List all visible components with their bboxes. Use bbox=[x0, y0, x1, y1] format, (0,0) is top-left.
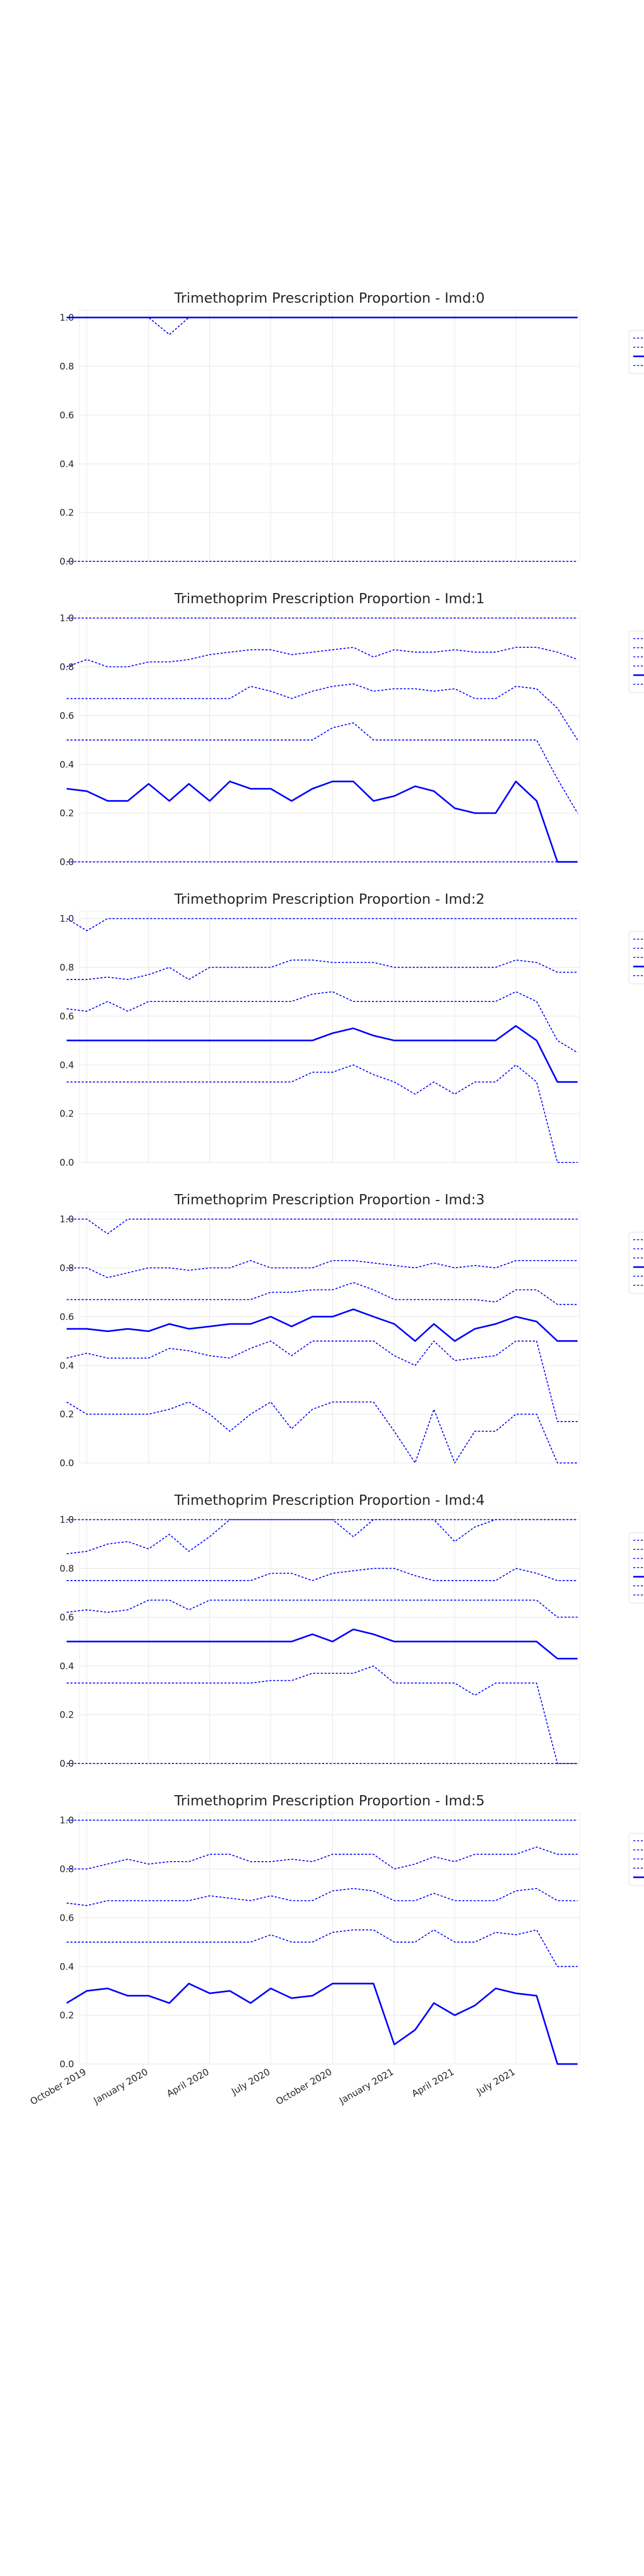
legend bbox=[628, 1532, 644, 1604]
x-tick-label: January 2021 bbox=[337, 2067, 396, 2106]
y-tick-label: 0.8 bbox=[60, 1564, 74, 1575]
y-tick-label: 1.0 bbox=[60, 1816, 74, 1826]
series-line-3 bbox=[67, 722, 578, 814]
chart-title: Trimethoprim Prescription Proportion - I… bbox=[174, 1492, 485, 1509]
legend-box bbox=[628, 1532, 644, 1604]
x-tick-label: October 2019 bbox=[28, 2067, 88, 2107]
series-line-1 bbox=[67, 1519, 578, 1555]
y-tick-label: 0.2 bbox=[60, 808, 74, 819]
series-line-3 bbox=[67, 1025, 578, 1083]
y-tick-label: 1.0 bbox=[60, 613, 74, 624]
plot-frame bbox=[79, 1512, 580, 1764]
x-tick-label: January 2020 bbox=[92, 2067, 150, 2106]
y-tick-label: 0.0 bbox=[60, 2059, 74, 2070]
series-line-4 bbox=[67, 780, 578, 863]
plot-frame bbox=[79, 1812, 580, 2065]
chart-title: Trimethoprim Prescription Proportion - I… bbox=[174, 1793, 485, 1809]
legend-box bbox=[628, 631, 644, 693]
chart-panel-5: 0.0 0.2 0.4 0.6 0.8 1.0 Trimethoprim Prescript… bbox=[28, 1793, 644, 2107]
y-tick-label: 0.0 bbox=[60, 1158, 74, 1168]
series-line-2 bbox=[67, 1887, 578, 1906]
x-tick-label: July 2020 bbox=[230, 2067, 272, 2097]
y-tick-label: 0.6 bbox=[60, 1312, 74, 1322]
series-line-4 bbox=[67, 1628, 578, 1660]
chart-title: Trimethoprim Prescription Proportion - I… bbox=[174, 1192, 485, 1208]
y-tick-label: 0.0 bbox=[60, 857, 74, 868]
series-line-3 bbox=[67, 1308, 578, 1342]
y-tick-label: 1.0 bbox=[60, 1515, 74, 1526]
legend bbox=[628, 631, 644, 693]
series-line-2 bbox=[67, 683, 578, 741]
y-tick-label: 0.8 bbox=[60, 963, 74, 974]
y-tick-label: 0.6 bbox=[60, 1612, 74, 1623]
chart-title: Trimethoprim Prescription Proportion - I… bbox=[174, 290, 485, 306]
y-tick-label: 0.6 bbox=[60, 1913, 74, 1923]
y-tick-label: 0.4 bbox=[60, 759, 74, 770]
series-line-0 bbox=[67, 1218, 578, 1234]
y-tick-label: 0.2 bbox=[60, 1710, 74, 1721]
y-tick-label: 0.2 bbox=[60, 1409, 74, 1420]
y-tick-label: 0.8 bbox=[60, 362, 74, 372]
y-tick-label: 0.8 bbox=[60, 1864, 74, 1875]
legend-box bbox=[628, 330, 644, 374]
y-tick-label: 0.4 bbox=[60, 459, 74, 470]
series-line-3 bbox=[67, 1929, 578, 1967]
y-tick-label: 0.8 bbox=[60, 1263, 74, 1274]
plot-frame bbox=[79, 610, 580, 862]
y-tick-label: 0.0 bbox=[60, 557, 74, 567]
y-tick-label: 0.6 bbox=[60, 1011, 74, 1022]
series-line-2 bbox=[67, 991, 578, 1053]
y-tick-label: 0.4 bbox=[60, 1060, 74, 1071]
legend-box bbox=[628, 931, 644, 984]
y-tick-label: 0.2 bbox=[60, 508, 74, 518]
plot-frame bbox=[79, 911, 580, 1163]
series-line-3 bbox=[67, 1599, 578, 1618]
series-line-5 bbox=[66, 1401, 578, 1463]
x-tick-label: April 2021 bbox=[410, 2067, 456, 2099]
series-line-4 bbox=[66, 1340, 578, 1422]
y-tick-label: 0.4 bbox=[60, 1360, 74, 1371]
chart-panel-4: 0.0 0.2 0.4 0.6 0.8 1.0 Trimethoprim Prescript… bbox=[60, 1492, 644, 1769]
series-line-2 bbox=[67, 1282, 578, 1305]
y-tick-label: 0.4 bbox=[60, 1962, 74, 1972]
y-tick-label: 0.2 bbox=[60, 1109, 74, 1119]
x-tick-label: April 2020 bbox=[165, 2067, 211, 2099]
legend bbox=[628, 1833, 644, 1886]
y-tick-label: 0.6 bbox=[60, 711, 74, 721]
series-line-1 bbox=[67, 1846, 578, 1870]
x-tick-label: October 2020 bbox=[274, 2067, 334, 2107]
chart-title: Trimethoprim Prescription Proportion - I… bbox=[174, 891, 485, 908]
chart-panel-1: 0.0 0.2 0.4 0.6 0.8 1.0 Trimethoprim Prescript… bbox=[60, 591, 644, 868]
y-tick-label: 0.0 bbox=[60, 1458, 74, 1469]
y-tick-label: 0.4 bbox=[60, 1661, 74, 1672]
legend bbox=[628, 931, 644, 984]
x-tick-label: July 2021 bbox=[474, 2067, 517, 2097]
y-tick-label: 0.6 bbox=[60, 410, 74, 421]
series-line-5 bbox=[67, 1665, 578, 1764]
plot-frame bbox=[79, 1211, 580, 1463]
legend bbox=[628, 1232, 644, 1294]
legend-box bbox=[628, 1232, 644, 1294]
series-line-4 bbox=[66, 1982, 578, 2065]
chart-panel-3: 0.0 0.2 0.4 0.6 0.8 1.0 Trimethoprim Prescript… bbox=[60, 1192, 644, 1469]
y-tick-label: 1.0 bbox=[60, 1214, 74, 1225]
y-tick-label: 0.2 bbox=[60, 2010, 74, 2021]
series-line-1 bbox=[66, 647, 578, 668]
series-line-0 bbox=[66, 918, 578, 932]
chart-title: Trimethoprim Prescription Proportion - I… bbox=[174, 591, 485, 607]
y-tick-label: 0.0 bbox=[60, 1759, 74, 1769]
series-line-1 bbox=[67, 960, 578, 980]
y-tick-label: 0.8 bbox=[60, 662, 74, 673]
plot-frame bbox=[79, 310, 580, 562]
legend-box bbox=[628, 1833, 644, 1886]
legend bbox=[628, 330, 644, 374]
